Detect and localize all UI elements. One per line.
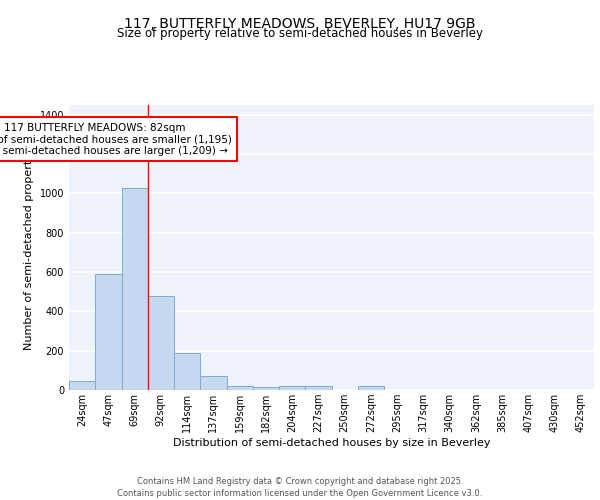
Bar	[227, 386, 253, 390]
Bar	[305, 386, 331, 390]
Bar	[200, 376, 227, 390]
Y-axis label: Number of semi-detached properties: Number of semi-detached properties	[24, 144, 34, 350]
Bar	[279, 386, 305, 390]
Bar	[174, 352, 200, 390]
Bar	[358, 386, 384, 390]
X-axis label: Distribution of semi-detached houses by size in Beverley: Distribution of semi-detached houses by …	[173, 438, 490, 448]
Bar	[69, 381, 95, 390]
Text: 117, BUTTERFLY MEADOWS, BEVERLEY, HU17 9GB: 117, BUTTERFLY MEADOWS, BEVERLEY, HU17 9…	[124, 18, 476, 32]
Text: Size of property relative to semi-detached houses in Beverley: Size of property relative to semi-detach…	[117, 28, 483, 40]
Bar	[121, 188, 148, 390]
Text: 117 BUTTERFLY MEADOWS: 82sqm
← 49% of semi-detached houses are smaller (1,195)
5: 117 BUTTERFLY MEADOWS: 82sqm ← 49% of se…	[0, 122, 232, 156]
Bar	[95, 274, 121, 390]
Text: Contains HM Land Registry data © Crown copyright and database right 2025.
Contai: Contains HM Land Registry data © Crown c…	[118, 476, 482, 498]
Bar	[148, 296, 174, 390]
Bar	[253, 387, 279, 390]
